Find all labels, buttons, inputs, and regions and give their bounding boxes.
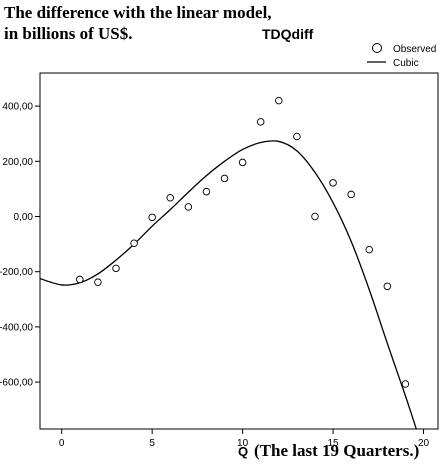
y-tick-label: -400,00 bbox=[0, 322, 33, 333]
observed-point bbox=[275, 96, 283, 105]
observed-point bbox=[311, 212, 319, 221]
y-axis: 400,00 200,00 0,00 -200,00 -400,00 -600,00 bbox=[0, 102, 40, 389]
y-tick-label: -200,00 bbox=[0, 267, 33, 278]
observed-point bbox=[184, 203, 193, 211]
observed-point bbox=[94, 278, 102, 286]
observed-point bbox=[130, 239, 138, 248]
x-tick-label: 0 bbox=[59, 438, 65, 449]
caption-line-1: The difference with the linear model, bbox=[4, 3, 272, 22]
observed-point bbox=[383, 282, 392, 291]
observed-point bbox=[112, 264, 120, 273]
cubic-fit-line bbox=[40, 140, 417, 429]
legend-cubic-label: Cubic bbox=[393, 58, 419, 69]
observed-point bbox=[202, 187, 211, 196]
observed-point bbox=[329, 179, 337, 187]
observed-point bbox=[238, 158, 247, 167]
x-tick-label: 10 bbox=[237, 438, 249, 449]
observed-point bbox=[220, 174, 229, 183]
y-tick-label: 0,00 bbox=[14, 212, 34, 223]
series-layer bbox=[40, 96, 417, 429]
x-axis: 0 5 10 15 20 bbox=[59, 429, 430, 449]
observed-point bbox=[166, 193, 175, 202]
plot-area bbox=[39, 72, 439, 430]
y-tick-label: -600,00 bbox=[0, 378, 33, 389]
legend-observed-marker bbox=[372, 43, 382, 53]
x-tick-label: 15 bbox=[328, 438, 340, 449]
observed-point bbox=[401, 380, 410, 388]
y-tick-label: 200,00 bbox=[2, 157, 33, 168]
observed-point bbox=[347, 190, 355, 199]
observed-point bbox=[76, 275, 84, 284]
x-axis-note: (The last 19 Quarters.) bbox=[254, 441, 419, 460]
observed-point bbox=[256, 118, 265, 126]
x-tick-label: 5 bbox=[149, 438, 155, 449]
legend: Observed Cubic bbox=[367, 43, 436, 69]
legend-observed-label: Observed bbox=[393, 44, 436, 55]
y-tick-label: 400,00 bbox=[2, 102, 33, 113]
x-tick-label: 20 bbox=[418, 438, 430, 449]
observed-point bbox=[148, 213, 156, 222]
caption-line-2: in billions of US$. bbox=[4, 24, 133, 43]
chart-title: TDQdiff bbox=[262, 26, 314, 42]
observed-point bbox=[293, 132, 301, 141]
observed-point bbox=[365, 245, 374, 254]
x-axis-label: Q bbox=[238, 444, 248, 459]
